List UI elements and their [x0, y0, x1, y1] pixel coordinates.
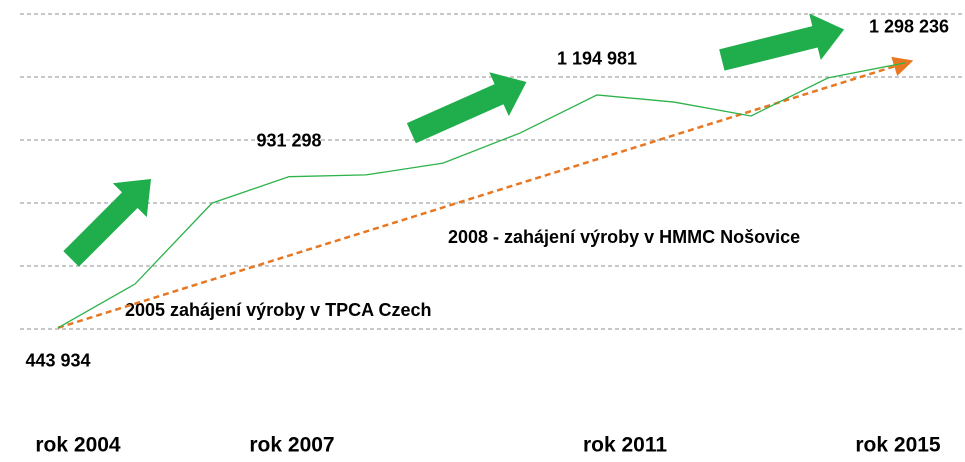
growth-arrows: [63, 13, 845, 267]
data-label: 443 934: [25, 351, 90, 371]
grid: [20, 13, 965, 330]
data-label: 1 298 236: [869, 17, 949, 37]
green-arrow: [406, 72, 527, 144]
x-tick-label: rok 2015: [855, 434, 941, 457]
x-tick-label: rok 2004: [35, 434, 121, 457]
x-tick-label: rok 2007: [249, 434, 334, 457]
annotation: 2005 zahájení výroby v TPCA Czech: [125, 300, 431, 320]
green-arrow: [719, 13, 845, 71]
green-arrow: [63, 178, 152, 267]
x-tick-label: rok 2011: [583, 434, 667, 457]
data-label: 1 194 981: [557, 49, 637, 69]
data-line: [57, 62, 906, 329]
trend-line: [57, 56, 914, 329]
annotation: 2008 - zahájení výroby v HMMC Nošovice: [448, 227, 800, 247]
data-label: 931 298: [256, 130, 321, 150]
